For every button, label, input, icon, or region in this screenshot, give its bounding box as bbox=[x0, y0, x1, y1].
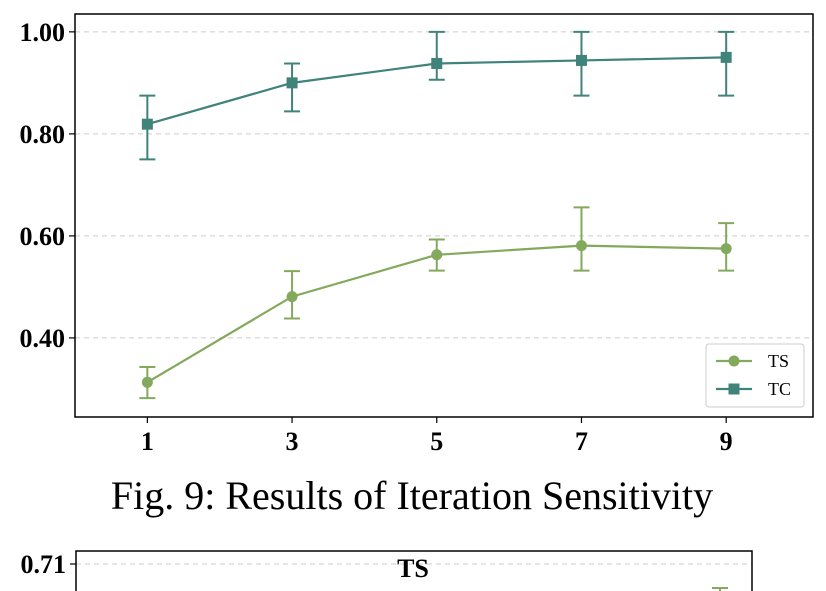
x-tick-label: 7 bbox=[575, 427, 588, 456]
data-point bbox=[141, 376, 153, 388]
series-ts bbox=[139, 206, 735, 400]
y-tick-label: 0.71 bbox=[21, 550, 67, 579]
ts-chart-partial: 0.71 TS bbox=[21, 550, 753, 591]
chart-title: TS bbox=[397, 554, 429, 583]
data-point bbox=[720, 243, 732, 255]
legend-item-tc: TC bbox=[716, 379, 791, 399]
data-point bbox=[141, 118, 153, 130]
series-tc bbox=[139, 30, 735, 161]
data-point bbox=[286, 77, 298, 89]
axis-ticks: 0.71 bbox=[21, 550, 76, 579]
legend-marker bbox=[728, 383, 740, 395]
x-tick-label: 5 bbox=[430, 427, 443, 456]
x-tick-label: 9 bbox=[720, 427, 733, 456]
y-tick-label: 0.40 bbox=[20, 324, 66, 353]
legend: TS TC bbox=[705, 343, 805, 408]
series-layer bbox=[139, 30, 735, 400]
legend-item-ts: TS bbox=[716, 351, 789, 371]
series-layer bbox=[712, 587, 728, 591]
y-tick-label: 0.80 bbox=[20, 120, 66, 149]
plot-frame bbox=[75, 550, 753, 591]
y-tick-label: 1.00 bbox=[20, 18, 66, 47]
legend-label: TS bbox=[768, 351, 789, 371]
data-point bbox=[431, 57, 443, 69]
x-tick-label: 3 bbox=[286, 427, 299, 456]
legend-label: TC bbox=[768, 379, 791, 399]
legend-marker bbox=[728, 355, 740, 367]
y-tick-label: 0.60 bbox=[20, 222, 66, 251]
data-point bbox=[575, 54, 587, 66]
iteration-sensitivity-chart: 0.40 0.60 0.80 1.00 1 3 5 7 9 TS TC bbox=[20, 13, 814, 456]
figure-caption: Fig. 9: Results of Iteration Sensitivity bbox=[111, 473, 713, 518]
axis-ticks: 0.40 0.60 0.80 1.00 1 3 5 7 9 bbox=[20, 18, 733, 456]
plot-frame bbox=[74, 13, 814, 418]
data-point bbox=[431, 249, 443, 261]
data-point bbox=[720, 51, 732, 63]
x-tick-label: 1 bbox=[141, 427, 154, 456]
data-point bbox=[286, 291, 298, 303]
data-point bbox=[575, 240, 587, 252]
grid-lines bbox=[75, 31, 813, 339]
